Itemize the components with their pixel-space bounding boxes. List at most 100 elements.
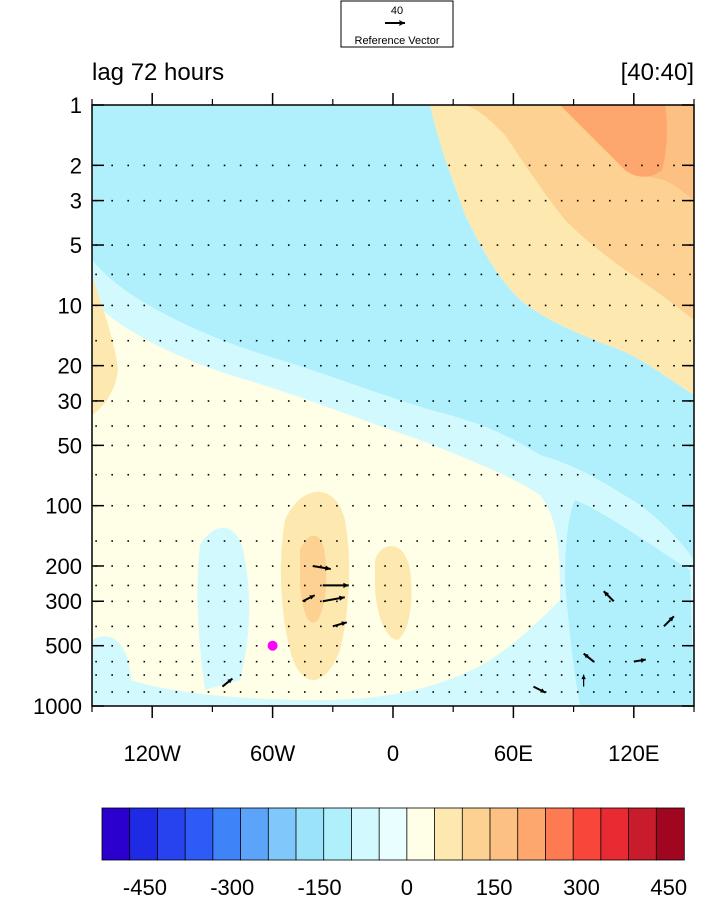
vector-dot — [576, 565, 579, 567]
vector-dot — [336, 164, 338, 167]
vector-dot — [111, 504, 113, 507]
wind-vector — [592, 600, 595, 603]
vector-head — [227, 678, 233, 684]
wind-vector — [159, 540, 162, 542]
vector-dot — [641, 584, 643, 587]
vector-dot — [673, 400, 675, 402]
reference-vector-arrow — [385, 20, 405, 26]
wind-vector — [111, 400, 113, 402]
vector-dot — [255, 584, 258, 587]
vector-dot — [560, 600, 563, 603]
wind-vector — [207, 565, 210, 567]
vector-dot — [528, 691, 531, 693]
wind-vector — [609, 691, 611, 693]
wind-vector — [191, 339, 194, 342]
colorbar-label: -150 — [298, 875, 342, 898]
vector-dot — [287, 565, 290, 567]
vector-dot — [336, 425, 338, 427]
vector-dot — [448, 540, 451, 542]
vector-dot — [560, 364, 563, 367]
colorbar-swatch — [600, 807, 630, 861]
vector-dot — [175, 273, 178, 276]
wind-vector — [560, 164, 563, 167]
wind-vector — [287, 199, 290, 202]
wind-vector — [159, 584, 162, 587]
vector-dot — [689, 273, 691, 276]
wind-vector — [159, 444, 162, 447]
vector-dot — [609, 473, 611, 476]
vector-dot — [512, 273, 515, 276]
vector-dot — [320, 584, 322, 587]
vector-dot — [159, 304, 162, 307]
wind-vector — [512, 674, 515, 676]
vector-head — [343, 582, 349, 588]
wind-vector — [320, 584, 322, 587]
vector-dot — [657, 565, 659, 567]
wind-vector — [191, 199, 194, 202]
vector-dot — [336, 565, 338, 567]
vector-dot — [207, 364, 210, 367]
vector-dot — [127, 164, 130, 167]
vector-dot — [352, 660, 354, 663]
wind-vector — [304, 660, 306, 663]
vector-dot — [159, 504, 162, 507]
vector-dot — [175, 339, 178, 342]
wind-vector — [544, 273, 547, 276]
wind-vector — [400, 199, 402, 202]
wind-vector — [191, 364, 194, 367]
wind-vector — [464, 339, 467, 342]
wind-vector — [528, 199, 531, 202]
wind-vector — [576, 600, 579, 603]
wind-vector — [512, 199, 515, 202]
wind-vector — [544, 339, 547, 342]
wind-vector — [143, 600, 146, 603]
vector-dot — [368, 540, 370, 542]
wind-vector — [641, 565, 643, 567]
vector-dot — [592, 600, 595, 603]
vector-dot — [368, 584, 370, 587]
vector-dot — [368, 364, 370, 367]
vector-dot — [239, 199, 242, 202]
vector-dot — [512, 625, 515, 628]
wind-vector — [544, 540, 547, 542]
wind-vector — [576, 304, 579, 307]
vector-dot — [432, 691, 435, 693]
vector-dot — [689, 425, 691, 427]
wind-vector — [304, 565, 306, 567]
wind-vector — [271, 273, 274, 276]
vector-dot — [223, 504, 226, 507]
vector-dot — [480, 273, 483, 276]
wind-vector — [560, 244, 563, 246]
wind-vector — [576, 625, 579, 628]
wind-vector — [239, 304, 242, 307]
vector-dot — [400, 540, 402, 542]
vector-dot — [464, 644, 467, 647]
vector-dot — [320, 504, 322, 507]
vector-dot — [304, 504, 306, 507]
wind-vector — [111, 339, 113, 342]
vector-dot — [271, 199, 274, 202]
wind-vector — [448, 584, 451, 587]
y-tick-label: 200 — [45, 554, 82, 579]
wind-vector — [657, 444, 659, 447]
vector-dot — [432, 244, 435, 246]
wind-vector — [95, 625, 97, 628]
vector-dot — [384, 674, 386, 676]
vector-dot — [480, 444, 483, 447]
vector-dot — [207, 674, 210, 676]
vector-dot — [271, 164, 274, 167]
vector-dot — [416, 674, 418, 676]
vector-dot — [609, 674, 611, 676]
vector-dot — [304, 364, 306, 367]
wind-vector — [336, 164, 338, 167]
vector-dot — [111, 674, 113, 676]
wind-vector — [544, 565, 547, 567]
vector-dot — [496, 473, 499, 476]
vector-dot — [255, 199, 258, 202]
wind-vector — [384, 273, 386, 276]
vector-dot — [673, 660, 675, 663]
wind-vector — [159, 473, 162, 476]
vector-dot — [287, 584, 290, 587]
vector-dot — [448, 273, 451, 276]
vector-dot — [207, 504, 210, 507]
